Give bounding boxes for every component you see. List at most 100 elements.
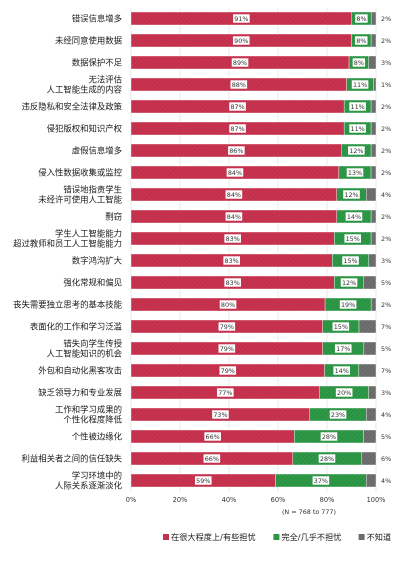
data-label: 87% bbox=[230, 103, 244, 111]
data-label: 28% bbox=[322, 433, 336, 441]
x-tick-label: 40% bbox=[222, 496, 237, 504]
bar-segment bbox=[370, 209, 377, 224]
data-label-box bbox=[352, 58, 366, 67]
legend-item: 不知道 bbox=[358, 532, 391, 542]
data-label-box bbox=[225, 190, 243, 199]
category-label: 无法评估人工智能生成的内容 bbox=[47, 75, 123, 95]
data-label: 77% bbox=[218, 389, 232, 397]
legend-item: 在很大程度上/有些担忧 bbox=[163, 532, 256, 542]
data-label: 59% bbox=[196, 477, 210, 485]
bar-segment bbox=[358, 319, 377, 334]
data-label-box bbox=[217, 388, 234, 397]
data-label-box bbox=[339, 300, 357, 309]
data-label: 84% bbox=[227, 213, 241, 221]
data-label-dont-know: 4% bbox=[381, 477, 391, 485]
data-label: 8% bbox=[354, 59, 364, 67]
data-label-box bbox=[351, 80, 369, 89]
bar-segment bbox=[363, 341, 377, 356]
legend-label: 在很大程度上/有些担忧 bbox=[171, 532, 256, 542]
data-label: 79% bbox=[221, 367, 235, 375]
category-label: 错误信息增多 bbox=[72, 14, 122, 24]
legend-item: 完全/几乎不担忧 bbox=[273, 532, 341, 542]
data-label-box bbox=[342, 256, 359, 265]
data-label: 12% bbox=[342, 279, 356, 287]
category-label: 错失向学生传授人工智能知识的机会 bbox=[47, 339, 123, 359]
category-labels: 错误信息增多未经同意使用数据数据保护不足无法评估人工智能生成的内容违反隐私和安全… bbox=[13, 14, 122, 491]
data-label: 80% bbox=[221, 301, 235, 309]
data-label-box bbox=[312, 476, 330, 485]
data-label-box bbox=[340, 278, 358, 287]
data-label-dont-know: 7% bbox=[381, 323, 391, 331]
data-label-box bbox=[212, 410, 229, 419]
bar-segment bbox=[368, 55, 377, 70]
data-label: 87% bbox=[230, 125, 244, 133]
data-label: 83% bbox=[226, 279, 240, 287]
category-label: 学习环境中的人际关系逐渐淡化 bbox=[55, 471, 123, 491]
data-label-box bbox=[320, 432, 338, 441]
data-label: 84% bbox=[227, 191, 241, 199]
bar-segment bbox=[373, 77, 377, 92]
data-label-box bbox=[335, 388, 353, 397]
data-label: 79% bbox=[220, 323, 234, 331]
data-label-box bbox=[334, 344, 352, 353]
bar-segment bbox=[370, 121, 377, 136]
category-label: 缺乏领导力和专业发展 bbox=[38, 388, 122, 398]
bar-segment bbox=[361, 451, 377, 466]
data-label-dont-know: 3% bbox=[381, 257, 391, 265]
data-label-box bbox=[218, 344, 236, 353]
data-label: 15% bbox=[346, 235, 360, 243]
bar-segment bbox=[370, 33, 377, 48]
data-label: 37% bbox=[314, 477, 328, 485]
legend: 在很大程度上/有些担忧 完全/几乎不担忧 不知道 bbox=[163, 532, 391, 542]
data-label-box bbox=[349, 124, 366, 133]
data-label-box bbox=[355, 36, 368, 45]
x-tick-label: 100% bbox=[367, 496, 386, 504]
data-label-box bbox=[230, 80, 248, 89]
category-label: 虚假信息增多 bbox=[72, 146, 122, 156]
data-label-box bbox=[223, 256, 240, 265]
data-label: 14% bbox=[335, 367, 349, 375]
x-tick-label: 0% bbox=[126, 496, 136, 504]
data-label-dont-know: 1% bbox=[381, 81, 391, 89]
data-label: 15% bbox=[334, 323, 348, 331]
data-label-box bbox=[318, 454, 336, 463]
data-label: 15% bbox=[343, 257, 357, 265]
data-label-dont-know: 2% bbox=[381, 125, 391, 133]
data-label-box bbox=[349, 102, 366, 111]
data-label: 86% bbox=[229, 147, 243, 155]
data-label: 11% bbox=[353, 81, 367, 89]
data-label: 19% bbox=[341, 301, 355, 309]
data-label: 11% bbox=[351, 103, 365, 111]
category-label: 丧失需要独立思考的基本技能 bbox=[13, 300, 122, 310]
data-label: 12% bbox=[349, 147, 363, 155]
data-label: 13% bbox=[348, 169, 362, 177]
bar-segment bbox=[370, 143, 377, 158]
data-label-box bbox=[226, 168, 244, 177]
bar-segment bbox=[370, 165, 377, 180]
bar-segment bbox=[370, 231, 377, 246]
data-label: 88% bbox=[232, 81, 246, 89]
data-label: 83% bbox=[225, 257, 239, 265]
category-label: 剽窃 bbox=[105, 212, 122, 222]
data-label: 14% bbox=[347, 213, 361, 221]
data-label-dont-know: 6% bbox=[381, 455, 391, 463]
data-label-box bbox=[333, 366, 350, 375]
data-label: 28% bbox=[320, 455, 334, 463]
bar-segment bbox=[358, 363, 377, 378]
bar-segment bbox=[363, 429, 377, 444]
category-label: 侵入性数据收集或监控 bbox=[38, 168, 122, 178]
data-label-box bbox=[343, 190, 360, 199]
data-label-box bbox=[329, 410, 347, 419]
data-label-box bbox=[224, 234, 241, 243]
data-label-dont-know: 2% bbox=[381, 103, 391, 111]
x-tick-label: 20% bbox=[173, 496, 188, 504]
data-label: 91% bbox=[234, 15, 248, 23]
data-label-dont-know: 2% bbox=[381, 301, 391, 309]
category-label: 学生人工智能能力超过教师和员工人工智能能力 bbox=[13, 229, 122, 249]
data-label: 17% bbox=[336, 345, 350, 353]
data-label: 8% bbox=[356, 37, 366, 45]
x-tick-label: 60% bbox=[271, 496, 286, 504]
category-label: 外包和自动化黑客攻击 bbox=[38, 366, 122, 376]
category-label: 侵犯版权和知识产权 bbox=[47, 124, 123, 134]
